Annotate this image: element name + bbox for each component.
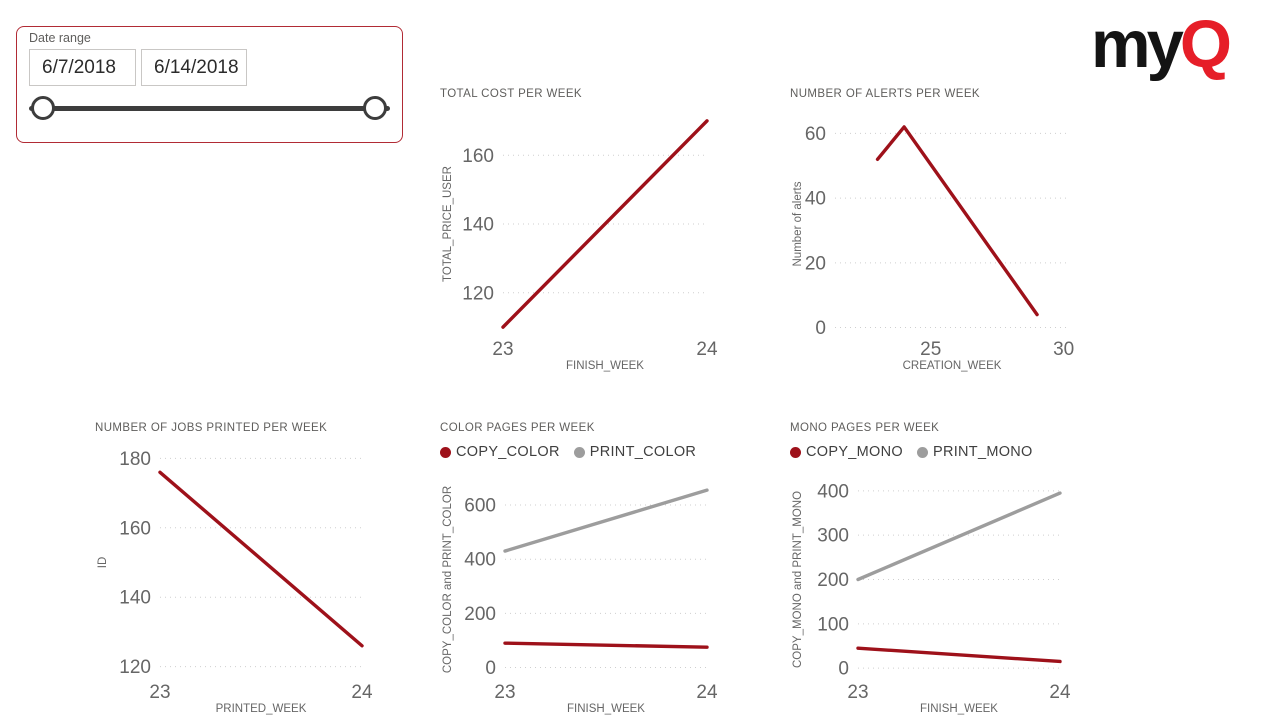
line-plot[interactable]: 0 200 400 600 23 24 FINISH_WEEK COPY_COLOR and … [440, 474, 725, 715]
svg-text:200: 200 [464, 604, 496, 625]
chart-total-cost-per-week: TOTAL COST PER WEEK 120 140 160 23 24 FINISH_… [440, 88, 725, 372]
svg-text:24: 24 [696, 339, 718, 360]
svg-text:20: 20 [805, 253, 826, 274]
legend-item[interactable]: PRINT_COLOR [573, 444, 697, 460]
chart-title: COLOR PAGES PER WEEK [440, 422, 595, 434]
svg-text:180: 180 [119, 449, 151, 470]
chart-color-pages-per-week: COLOR PAGES PER WEEK COPY_COLOR PRINT_COL… [440, 422, 725, 715]
svg-text:23: 23 [492, 339, 513, 360]
chart-number-of-jobs-printed-per-week: NUMBER OF JOBS PRINTED PER WEEK 120 140 16… [95, 422, 382, 715]
svg-text:400: 400 [817, 481, 849, 502]
date-range-slider-track[interactable] [29, 105, 390, 111]
svg-text:300: 300 [817, 526, 849, 547]
svg-text:COPY_COLOR and PRINT_COLOR: COPY_COLOR and PRINT_COLOR [442, 486, 454, 673]
svg-text:23: 23 [494, 682, 515, 703]
svg-text:140: 140 [119, 588, 151, 609]
start-date-input[interactable] [29, 49, 136, 86]
chart-legend: COPY_COLOR PRINT_COLOR [440, 440, 725, 464]
legend-item[interactable]: COPY_COLOR [440, 444, 560, 460]
slider-handle-end[interactable] [363, 96, 387, 120]
myq-logo: myQ [1091, 7, 1232, 82]
svg-text:0: 0 [815, 318, 826, 339]
svg-text:30: 30 [1053, 339, 1074, 360]
chart-title: NUMBER OF JOBS PRINTED PER WEEK [95, 422, 328, 434]
svg-text:COPY_MONO and PRINT_MONO: COPY_MONO and PRINT_MONO [792, 491, 804, 668]
chart-title: NUMBER OF ALERTS PER WEEK [790, 88, 980, 100]
svg-text:ID: ID [97, 557, 109, 569]
chart-number-of-alerts-per-week: NUMBER OF ALERTS PER WEEK 0 20 40 60 25 30 CRE… [790, 88, 1075, 372]
legend-label: COPY_COLOR [456, 444, 560, 460]
svg-text:PRINTED_WEEK: PRINTED_WEEK [216, 703, 307, 715]
legend-dot-icon [440, 446, 451, 458]
line-plot[interactable]: 120 140 160 180 23 24 PRINTED_WEEK ID [95, 440, 382, 715]
svg-text:0: 0 [838, 659, 849, 680]
line-plot[interactable]: 0 100 200 300 400 23 24 FINISH_WEEK COPY_MONO an… [790, 474, 1075, 715]
svg-text:24: 24 [351, 682, 373, 703]
legend-label: COPY_MONO [806, 444, 903, 460]
legend-dot-icon [916, 446, 928, 458]
end-date-input[interactable] [141, 49, 247, 86]
legend-label: PRINT_MONO [932, 444, 1033, 460]
svg-text:120: 120 [462, 283, 494, 304]
chart-title: MONO PAGES PER WEEK [790, 422, 940, 434]
svg-text:23: 23 [149, 682, 170, 703]
logo-text-q: Q [1179, 7, 1232, 82]
slider-handle-start[interactable] [31, 96, 55, 120]
svg-text:24: 24 [1049, 682, 1071, 703]
date-range-label: Date range [29, 31, 91, 45]
svg-text:0: 0 [485, 658, 496, 679]
legend-item[interactable]: PRINT_MONO [916, 444, 1033, 460]
svg-text:100: 100 [817, 614, 849, 635]
svg-text:160: 160 [119, 518, 151, 539]
line-plot[interactable]: 120 140 160 23 24 FINISH_WEEK TOTAL_PRICE_USER [440, 106, 725, 372]
svg-text:400: 400 [464, 550, 496, 571]
svg-text:FINISH_WEEK: FINISH_WEEK [567, 703, 645, 715]
svg-text:120: 120 [119, 657, 151, 678]
legend-item[interactable]: COPY_MONO [790, 444, 903, 460]
svg-text:24: 24 [696, 682, 718, 703]
svg-text:TOTAL_PRICE_USER: TOTAL_PRICE_USER [442, 166, 454, 282]
svg-text:23: 23 [847, 682, 868, 703]
svg-text:25: 25 [920, 339, 941, 360]
chart-legend: COPY_MONO PRINT_MONO [790, 440, 1075, 464]
svg-text:FINISH_WEEK: FINISH_WEEK [566, 360, 644, 372]
svg-text:CREATION_WEEK: CREATION_WEEK [903, 360, 1002, 372]
svg-text:FINISH_WEEK: FINISH_WEEK [920, 703, 998, 715]
svg-text:600: 600 [464, 496, 496, 517]
line-plot[interactable]: 0 20 40 60 25 30 CREATION_WEEK Number of alerts [790, 106, 1075, 372]
svg-text:60: 60 [805, 124, 826, 145]
chart-title: TOTAL COST PER WEEK [440, 88, 583, 100]
legend-label: PRINT_COLOR [589, 444, 697, 460]
logo-text-my: my [1091, 7, 1184, 82]
svg-text:160: 160 [462, 146, 494, 167]
chart-mono-pages-per-week: MONO PAGES PER WEEK COPY_MONO PRINT_MONO … [790, 422, 1075, 715]
svg-text:140: 140 [462, 215, 494, 236]
svg-text:200: 200 [817, 570, 849, 591]
legend-dot-icon [573, 446, 585, 458]
legend-dot-icon [790, 446, 801, 458]
svg-text:Number of alerts: Number of alerts [792, 181, 804, 266]
svg-text:40: 40 [805, 189, 826, 210]
